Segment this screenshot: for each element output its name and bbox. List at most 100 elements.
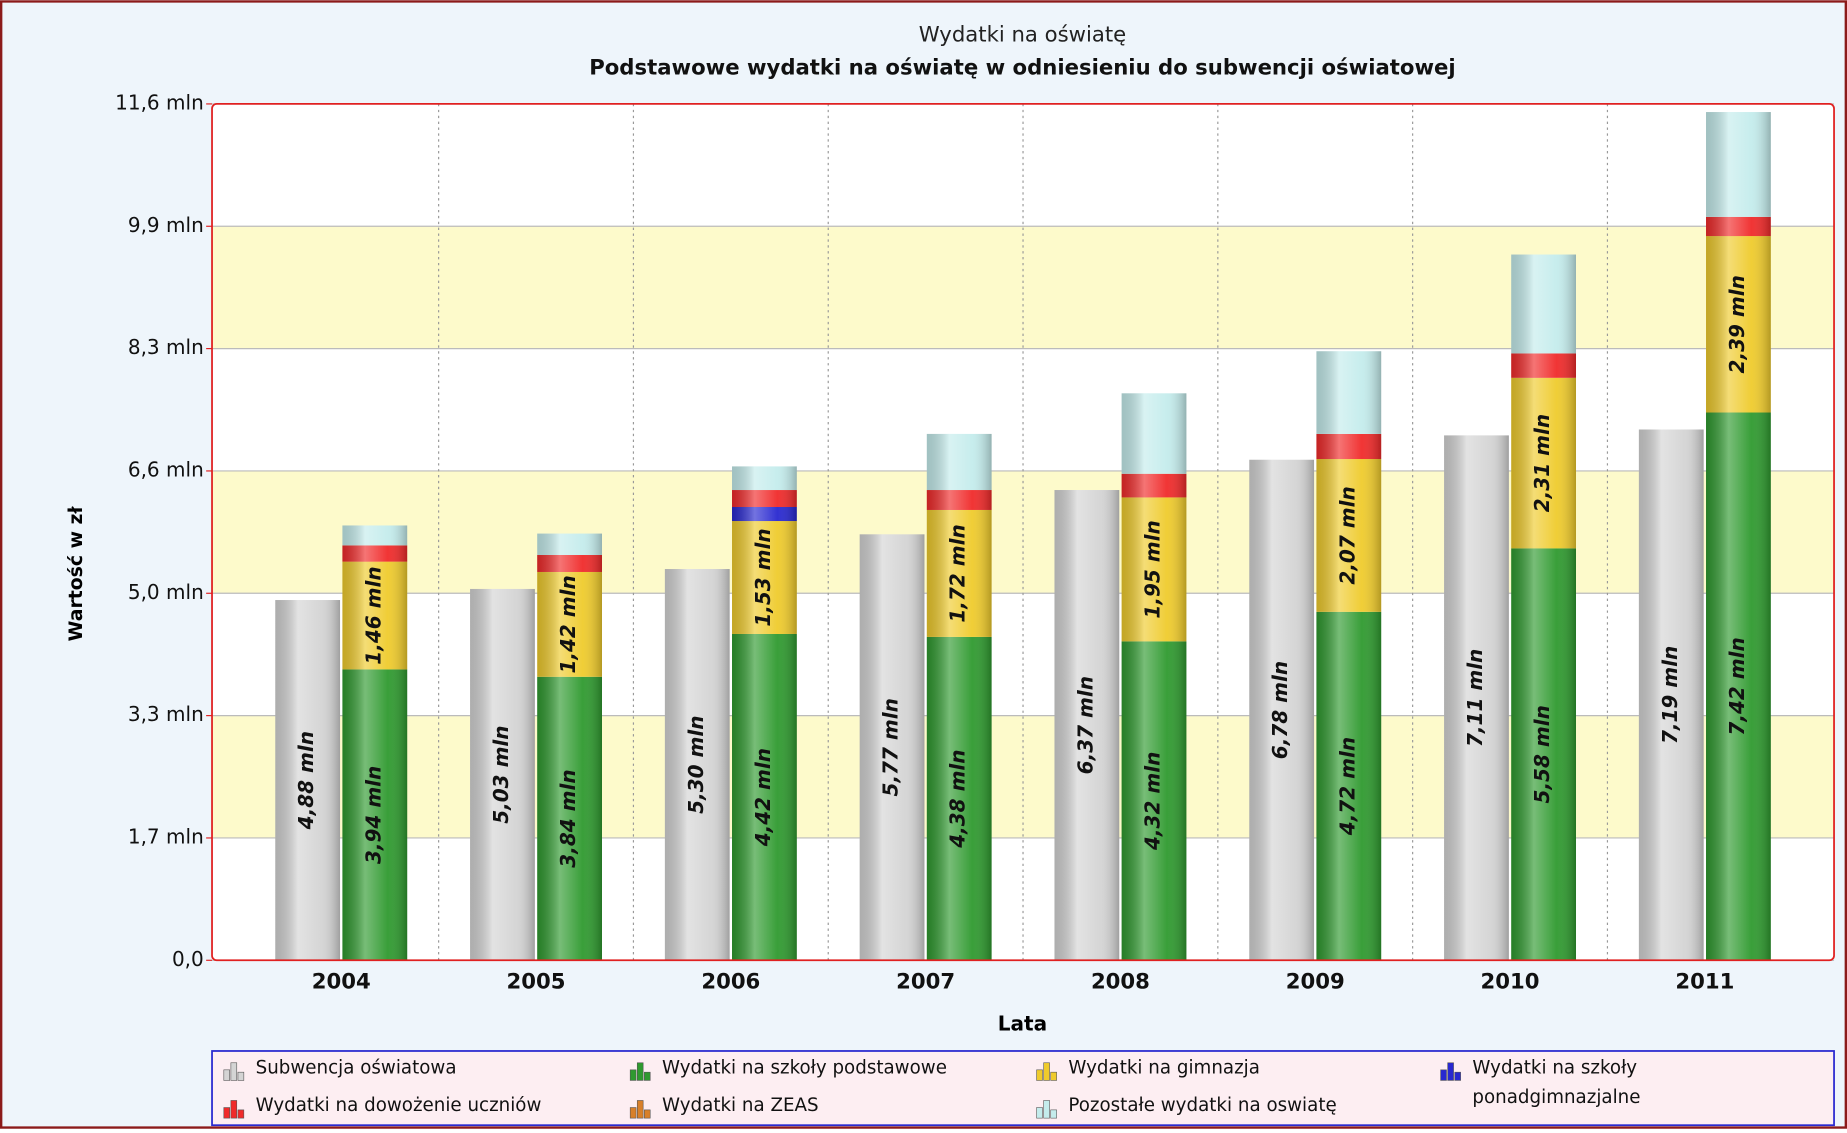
y-axis-label: Wartość w zł xyxy=(66,505,87,641)
x-tick-label: 2006 xyxy=(701,969,760,994)
bar-shine xyxy=(926,636,992,961)
legend-icon xyxy=(230,1062,238,1081)
x-tick-label: 2010 xyxy=(1481,969,1540,994)
x-tick-label: 2005 xyxy=(507,969,566,994)
bar-shine xyxy=(1706,112,1771,217)
legend-icon xyxy=(1043,1062,1050,1081)
x-tick-label: 2008 xyxy=(1091,969,1150,994)
bar-shine xyxy=(537,676,602,961)
legend-item: Wydatki na dowożenie uczniów xyxy=(255,1094,542,1116)
legend-item: Wydatki na szkoły podstawowe xyxy=(662,1057,947,1078)
bar-shine xyxy=(1316,433,1382,460)
legend-label: Subwencja oświatowa xyxy=(255,1056,457,1079)
bar-shine xyxy=(1511,353,1577,378)
bar-shine xyxy=(1121,497,1187,642)
value-label: 6,37 mln xyxy=(1073,676,1097,774)
legend-icon xyxy=(1036,1107,1043,1119)
legend-label: Wydatki na dowożenie uczniów xyxy=(255,1094,542,1116)
bar-shine xyxy=(732,466,797,491)
value-label: 2,39 mln xyxy=(1725,275,1749,373)
grid-band xyxy=(212,470,1835,594)
legend-label: Wydatki na szkoły ponadgimnazjalne xyxy=(1472,1056,1641,1108)
bar-shine xyxy=(1511,254,1577,354)
bar-shine xyxy=(732,507,797,522)
bar-shine xyxy=(1121,393,1187,474)
value-label: 4,38 mln xyxy=(946,749,970,848)
y-tick-label: 0,0 xyxy=(172,947,204,971)
bar-shine xyxy=(926,490,992,510)
legend-icon xyxy=(1043,1100,1050,1119)
value-label: 4,88 mln xyxy=(294,731,318,830)
value-label: 2,07 mln xyxy=(1335,486,1359,584)
bar-shine xyxy=(342,669,408,961)
y-tick-label: 1,7 mln xyxy=(128,824,204,848)
bar-shine xyxy=(732,490,797,508)
y-tick-label: 9,9 mln xyxy=(128,213,204,237)
bar-shine xyxy=(1249,459,1315,961)
bar-shine xyxy=(732,633,797,961)
bar-shine xyxy=(926,433,992,491)
legend-icon xyxy=(629,1107,637,1119)
legend-icon xyxy=(644,1109,651,1119)
bar-shine xyxy=(859,534,925,961)
legend-item: Pozostałe wydatki na oswiatę xyxy=(1068,1095,1336,1116)
plot-border xyxy=(211,103,1835,962)
value-label: 4,32 mln xyxy=(1141,752,1165,851)
value-label: 7,42 mln xyxy=(1725,637,1749,735)
value-label: 1,42 mln xyxy=(556,575,580,673)
bar-shine xyxy=(732,521,797,634)
value-label: 7,11 mln xyxy=(1463,649,1487,747)
y-tick-label: 6,6 mln xyxy=(128,457,204,481)
y-tick-label: 3,3 mln xyxy=(128,702,204,726)
value-label: 5,03 mln xyxy=(489,725,513,823)
bar-shine xyxy=(1706,236,1771,413)
chart-subtitle: Podstawowe wydatki na oświatę w odniesie… xyxy=(589,55,1455,80)
bar-shine xyxy=(1121,641,1187,961)
legend-icon xyxy=(644,1071,651,1081)
chart-title: Wydatki na oświatę xyxy=(919,22,1126,47)
legend-icon xyxy=(1050,1109,1057,1119)
bar-shine xyxy=(537,571,602,677)
bar-shine xyxy=(1316,351,1382,434)
x-tick-label: 2007 xyxy=(896,969,955,994)
legend-icon xyxy=(223,1107,230,1119)
bar-shine xyxy=(470,588,535,961)
value-label: 1,53 mln xyxy=(751,528,775,626)
bar-shine xyxy=(537,533,602,555)
bar-shine xyxy=(342,545,408,562)
legend-icon xyxy=(1036,1069,1043,1081)
legend-icon xyxy=(230,1100,238,1119)
legend-item: Wydatki na ZEAS xyxy=(661,1094,819,1116)
bar-shine xyxy=(1511,377,1577,549)
value-label: 4,72 mln xyxy=(1335,737,1359,836)
y-tick-label: 5,0 mln xyxy=(128,580,204,604)
bar-shine xyxy=(926,509,992,637)
bar-shine xyxy=(1054,490,1120,961)
legend-icon xyxy=(237,1071,245,1081)
bar-shine xyxy=(1511,548,1577,961)
bar-shine xyxy=(1706,412,1771,961)
legend-icon xyxy=(1454,1071,1461,1081)
value-label: 1,72 mln xyxy=(946,524,970,622)
legend-icon xyxy=(1440,1069,1447,1081)
y-tick-label: 11,6 mln xyxy=(115,90,204,114)
x-tick-label: 2004 xyxy=(312,969,371,994)
value-label: 5,30 mln xyxy=(684,715,708,813)
legend-item: Wydatki na szkoły ponadgimnazjalne xyxy=(1472,1056,1641,1108)
bar-shine xyxy=(275,600,341,961)
bar-shine xyxy=(537,554,602,572)
bar-shine xyxy=(1706,216,1771,237)
legend-icon xyxy=(629,1069,637,1081)
bar-shine xyxy=(342,561,408,670)
legend-icon xyxy=(223,1069,230,1081)
value-label: 3,94 mln xyxy=(361,766,385,864)
x-tick-label: 2011 xyxy=(1675,969,1734,994)
bar-shine xyxy=(1316,459,1382,612)
bar-shine xyxy=(664,569,730,961)
legend-icon xyxy=(636,1100,644,1119)
legend-label: Wydatki na ZEAS xyxy=(661,1094,819,1116)
legend-icon xyxy=(1447,1062,1454,1081)
bar-shine xyxy=(1121,473,1187,498)
